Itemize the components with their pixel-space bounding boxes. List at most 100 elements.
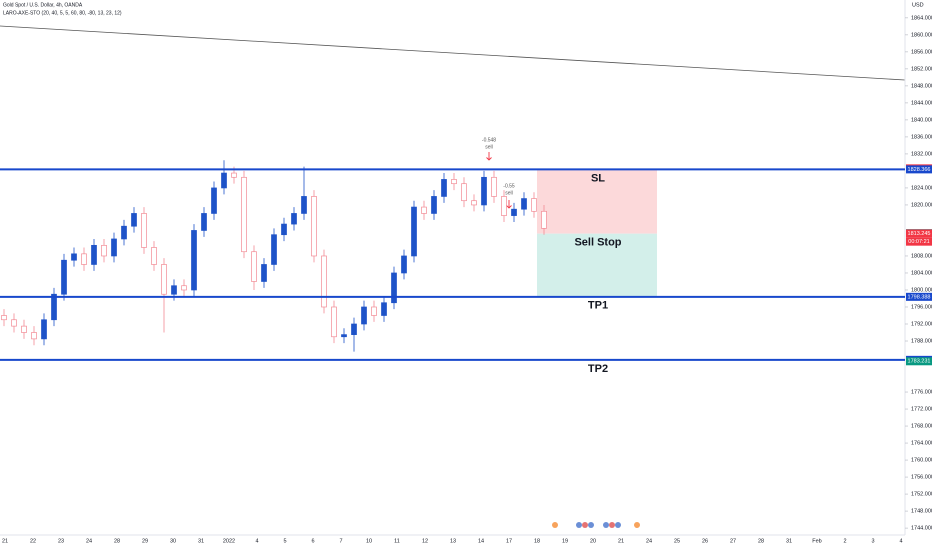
- candle-body: [501, 196, 507, 216]
- candle-body: [211, 187, 217, 214]
- chart-title: Gold Spot / U.S. Dollar, 4h, OANDA: [3, 2, 83, 8]
- candle-body: [441, 179, 447, 197]
- position-zone: [537, 233, 657, 297]
- candle-body: [421, 206, 427, 214]
- y-tick-label: 1756.000: [911, 475, 932, 481]
- candle-body: [51, 293, 57, 321]
- price-label: 1783.231: [908, 359, 931, 365]
- x-tick-label: 19: [562, 538, 568, 544]
- candle-body: [201, 213, 207, 231]
- x-tick-label: 29: [142, 538, 148, 544]
- currency: USD: [912, 2, 924, 8]
- y-tick-label: 1848.000: [911, 83, 932, 89]
- candle-body: [251, 251, 257, 282]
- y-tick-label: 1776.000: [911, 389, 932, 395]
- y-tick-label: 1788.000: [911, 338, 932, 344]
- annotation-text: sell: [505, 190, 513, 196]
- event-icon: [603, 522, 609, 528]
- x-tick-label: 5: [283, 538, 286, 544]
- candle-body: [221, 172, 227, 189]
- candle-body: [311, 196, 317, 257]
- candle-body: [71, 253, 77, 261]
- x-tick-label: 7: [339, 538, 342, 544]
- candle-body: [341, 334, 347, 338]
- indicator-label: LARO-AXE-STO (20, 40, 5, 5, 60, 80, -80,…: [3, 10, 122, 16]
- candle-body: [91, 244, 97, 265]
- candle-body: [411, 206, 417, 257]
- candle-body: [231, 172, 237, 178]
- event-icon: [634, 522, 640, 528]
- price-label-box: [906, 292, 932, 301]
- y-tick-label: 1748.000: [911, 509, 932, 515]
- x-tick-label: 20: [590, 538, 596, 544]
- candle-body: [191, 230, 197, 291]
- y-tick-label: 1808.000: [911, 253, 932, 259]
- candle-body: [481, 176, 487, 206]
- candle-body: [391, 272, 397, 304]
- candle-body: [431, 196, 437, 214]
- annotation-text: sell: [485, 144, 493, 150]
- candle-body: [461, 183, 467, 202]
- y-tick-label: 1800.000: [911, 287, 932, 293]
- y-tick-label: 1820.000: [911, 202, 932, 208]
- candle-body: [451, 179, 457, 185]
- event-icon: [552, 522, 558, 528]
- candle-body: [261, 264, 267, 282]
- y-tick-label: 1796.000: [911, 304, 932, 310]
- candle-body: [81, 253, 87, 265]
- annotation-value: -0.55: [503, 183, 515, 189]
- x-tick-label: 4: [899, 538, 902, 544]
- y-tick-label: 1840.000: [911, 117, 932, 123]
- y-tick-label: 1804.000: [911, 270, 932, 276]
- x-tick-label: 31: [198, 538, 204, 544]
- y-tick-label: 1864.000: [911, 15, 932, 21]
- x-tick-label: 25: [674, 538, 680, 544]
- x-tick-label: 27: [730, 538, 736, 544]
- y-tick-label: 1760.000: [911, 458, 932, 464]
- price-label-box: [906, 357, 932, 366]
- zones: [537, 169, 657, 297]
- x-tick-label: 23: [58, 538, 64, 544]
- level-label: Sell Stop: [574, 237, 621, 249]
- price-label: 1828.366: [908, 167, 931, 173]
- candle-body: [291, 213, 297, 225]
- x-tick-label: 26: [702, 538, 708, 544]
- candle-body: [381, 302, 387, 316]
- candle-body: [31, 332, 37, 340]
- candle-body: [181, 285, 187, 291]
- event-icon: [588, 522, 594, 528]
- countdown-box: [906, 237, 932, 246]
- countdown: 00:07:21: [908, 239, 929, 245]
- price-label-box: [906, 165, 932, 174]
- x-tick-label: 12: [422, 538, 428, 544]
- level-label: SL: [591, 172, 605, 184]
- x-tick-label: 6: [311, 538, 314, 544]
- candle-body: [281, 223, 287, 236]
- event-icon: [615, 522, 621, 528]
- x-tick-label: 17: [506, 538, 512, 544]
- candle-body: [1, 315, 7, 321]
- candle-body: [241, 176, 247, 253]
- price-label: 1813.245: [908, 231, 931, 237]
- level-label: TP1: [588, 300, 608, 312]
- x-tick-label: 24: [646, 538, 652, 544]
- x-tick-label: 4: [255, 538, 258, 544]
- x-tick-label: 18: [534, 538, 540, 544]
- x-tick-label: 31: [786, 538, 792, 544]
- candle-body: [121, 225, 127, 240]
- x-tick-label: Feb: [812, 538, 821, 544]
- event-icon: [576, 522, 582, 528]
- candle-body: [111, 238, 117, 257]
- candle-body: [401, 255, 407, 274]
- y-tick-label: 1860.000: [911, 32, 932, 38]
- candle-body: [101, 244, 107, 257]
- level-label: TP2: [588, 363, 608, 375]
- x-tick-label: 28: [758, 538, 764, 544]
- candle-body: [331, 306, 337, 338]
- x-tick-label: 11: [394, 538, 400, 544]
- annotation-value: -0.548: [482, 137, 496, 143]
- y-tick-label: 1772.000: [911, 406, 932, 412]
- candle-body: [131, 213, 137, 227]
- x-tick-label: 13: [450, 538, 456, 544]
